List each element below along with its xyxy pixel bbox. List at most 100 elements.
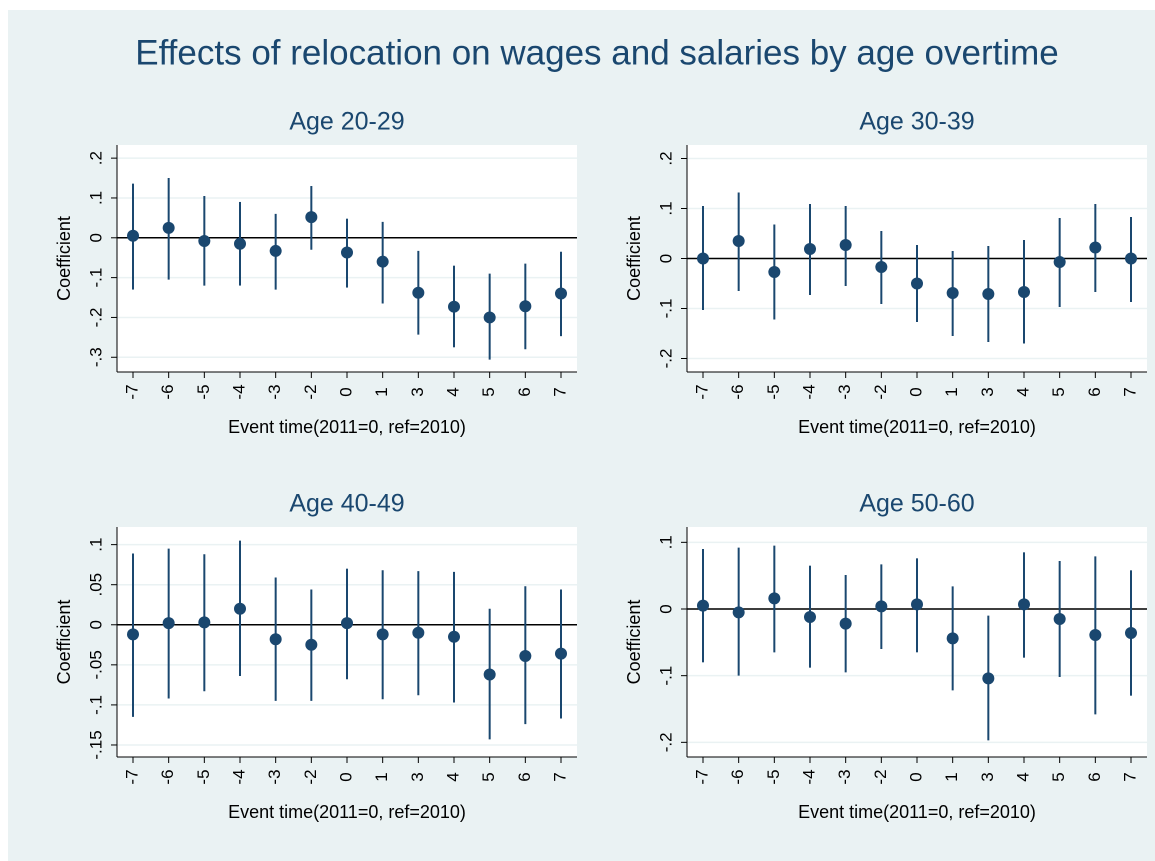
point: [269, 633, 282, 646]
x-axis-title: Event time(2011=0, ref=2010): [228, 802, 466, 822]
y-axis-title: Coefficient: [624, 600, 644, 685]
y-tick-label: .1: [656, 201, 675, 215]
point: [732, 235, 745, 247]
panel-title: Age 30-39: [859, 108, 974, 136]
y-tick-label: 0: [86, 620, 105, 629]
point: [1018, 598, 1030, 611]
panel-title: Age 50-60: [859, 490, 974, 518]
x-tick-label: 3: [408, 772, 427, 781]
x-tick-label: -4: [229, 769, 248, 784]
x-tick-label: -2: [301, 769, 320, 784]
x-tick-label: -2: [871, 384, 890, 399]
point: [341, 246, 353, 259]
y-tick-label: 0: [656, 604, 675, 613]
x-tick-label: -3: [265, 384, 284, 399]
y-tick-label: .2: [656, 151, 675, 165]
y-axis-title: Coefficient: [54, 600, 74, 685]
x-tick-label: 3: [978, 387, 997, 396]
point: [198, 616, 211, 629]
x-tick-label: -3: [835, 769, 854, 784]
point: [341, 617, 353, 630]
x-tick-label: -5: [194, 384, 213, 399]
y-tick-label: 0: [86, 233, 105, 242]
y-axis-title: Coefficient: [54, 216, 74, 301]
y-tick-label: .1: [86, 538, 105, 552]
point: [269, 244, 282, 257]
x-tick-label: 7: [550, 772, 569, 781]
x-tick-label: -7: [692, 384, 711, 399]
x-tick-label: 4: [1013, 772, 1032, 781]
point: [376, 255, 389, 268]
y-tick-label: .1: [86, 191, 105, 205]
x-tick-label: -5: [764, 384, 783, 399]
x-tick-label: 0: [906, 387, 925, 396]
point: [127, 628, 139, 641]
point: [732, 606, 745, 619]
x-tick-label: 1: [372, 772, 391, 781]
point: [982, 288, 995, 300]
x-tick-label: 0: [336, 772, 355, 781]
point: [697, 252, 709, 265]
point: [234, 602, 246, 615]
x-tick-label: 5: [1049, 387, 1068, 396]
point: [305, 211, 318, 224]
x-tick-label: 4: [1013, 387, 1032, 396]
point: [697, 599, 709, 612]
point: [162, 617, 175, 630]
x-tick-label: 0: [336, 387, 355, 396]
x-tick-label: 7: [550, 387, 569, 396]
y-tick-label: -.1: [656, 666, 675, 686]
point: [555, 287, 567, 300]
x-tick-label: 6: [1085, 772, 1104, 781]
x-tick-label: -7: [692, 769, 711, 784]
x-axis-title: Event time(2011=0, ref=2010): [798, 802, 1036, 822]
x-tick-label: 1: [942, 387, 961, 396]
point: [768, 266, 781, 278]
x-tick-label: -6: [158, 384, 177, 399]
point: [839, 239, 852, 251]
y-tick-label: -.2: [86, 308, 105, 328]
x-tick-label: 3: [978, 772, 997, 781]
x-tick-label: -3: [265, 769, 284, 784]
point: [412, 626, 425, 639]
x-axis-title: Event time(2011=0, ref=2010): [798, 417, 1036, 437]
x-tick-label: 6: [515, 387, 534, 396]
y-tick-label: -.15: [86, 730, 105, 759]
point: [982, 672, 995, 685]
x-axis-title: Event time(2011=0, ref=2010): [228, 417, 466, 437]
point: [519, 300, 532, 313]
y-tick-label: -.1: [86, 695, 105, 715]
point: [946, 287, 959, 299]
x-tick-label: 5: [479, 387, 498, 396]
point: [1053, 256, 1066, 268]
y-axis-title: Coefficient: [624, 216, 644, 301]
x-tick-label: 6: [1085, 387, 1104, 396]
panel-title: Age 40-49: [289, 490, 404, 518]
point: [483, 311, 496, 324]
main-title: Effects of relocation on wages and salar…: [135, 33, 1058, 72]
point: [1125, 252, 1137, 265]
point: [875, 261, 888, 273]
x-tick-label: -4: [799, 769, 818, 784]
point: [1018, 286, 1030, 298]
x-tick-label: -2: [871, 769, 890, 784]
point: [483, 668, 496, 681]
x-tick-label: 3: [408, 387, 427, 396]
point: [1053, 613, 1066, 625]
point: [127, 229, 139, 242]
x-tick-label: 4: [443, 772, 462, 781]
point: [804, 243, 816, 255]
x-tick-label: 6: [515, 772, 534, 781]
point: [768, 592, 781, 605]
point: [1089, 241, 1102, 254]
x-tick-label: 0: [906, 772, 925, 781]
point: [162, 221, 175, 234]
point: [946, 632, 959, 645]
point: [305, 638, 318, 651]
point: [911, 277, 923, 290]
x-tick-label: -7: [122, 769, 141, 784]
point: [839, 617, 852, 630]
point: [911, 598, 923, 611]
point: [1089, 629, 1102, 641]
